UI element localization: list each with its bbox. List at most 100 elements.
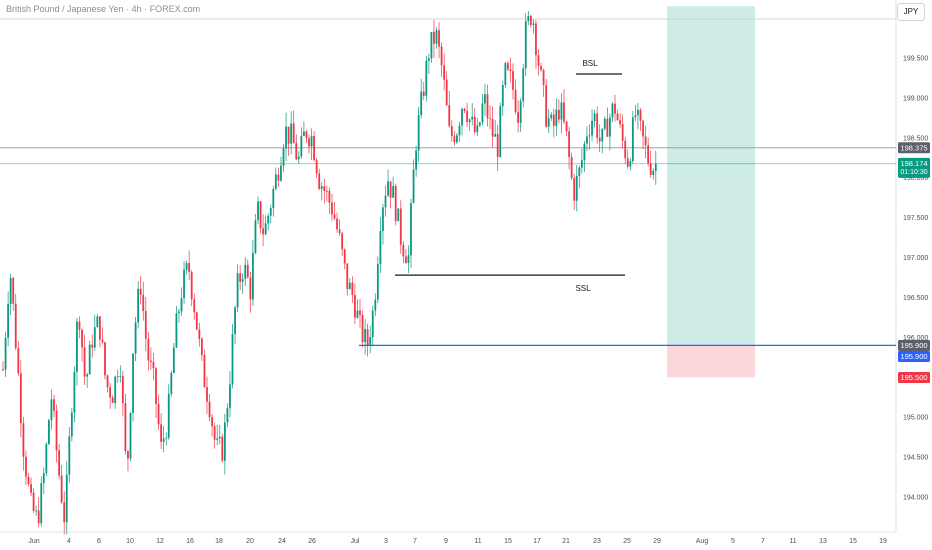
chart-title: British Pound / Japanese Yen · 4h · FORE… <box>6 4 201 14</box>
candle <box>96 316 99 328</box>
time-tick-label: 16 <box>186 538 194 545</box>
candle <box>356 310 359 318</box>
candle <box>573 177 576 201</box>
candle <box>246 264 249 278</box>
candle <box>203 355 206 388</box>
candle <box>366 329 369 346</box>
candle <box>280 165 282 181</box>
candle <box>354 294 356 318</box>
candle <box>155 368 157 404</box>
candle <box>389 181 392 198</box>
candle <box>45 444 48 474</box>
candle <box>535 23 537 56</box>
candle <box>496 134 499 157</box>
candle <box>116 376 119 378</box>
candle <box>104 342 106 376</box>
candle <box>300 135 303 157</box>
candle <box>216 438 219 440</box>
candle <box>320 186 323 189</box>
candle <box>369 337 372 346</box>
candle <box>297 156 300 160</box>
time-tick-label: 6 <box>97 538 101 545</box>
time-tick-label: 7 <box>413 538 417 545</box>
candle <box>501 85 504 107</box>
candle <box>7 304 9 338</box>
price-label-current-countdown: 01:10:30 <box>900 169 927 176</box>
candle <box>364 329 366 343</box>
ssl-label: SSL <box>575 284 591 293</box>
price-label-stop: 195.500 <box>900 373 927 382</box>
candle <box>175 313 178 348</box>
candle <box>160 424 162 442</box>
candle <box>285 126 287 149</box>
candle <box>206 387 208 402</box>
candle <box>486 94 489 119</box>
candle <box>402 244 405 257</box>
candle <box>343 249 346 264</box>
time-tick-label: 29 <box>653 538 661 545</box>
candle <box>519 101 522 123</box>
candle <box>550 114 553 119</box>
candle <box>147 338 150 361</box>
candle <box>2 369 4 371</box>
price-tick-label: 194.000 <box>903 495 928 502</box>
candle <box>229 384 231 409</box>
candle <box>313 136 315 161</box>
candle <box>27 476 30 485</box>
candle <box>42 473 45 484</box>
time-tick-label: 26 <box>308 538 316 545</box>
candle <box>405 256 407 264</box>
candle <box>272 189 275 209</box>
candle <box>162 438 165 442</box>
candle <box>239 273 242 282</box>
candle <box>361 314 364 343</box>
candle <box>509 69 512 72</box>
price-tick-label: 197.500 <box>903 215 928 222</box>
candle <box>93 327 96 348</box>
candle <box>606 118 609 137</box>
candle <box>244 264 247 279</box>
candle <box>586 136 588 144</box>
candle <box>514 89 517 113</box>
candle <box>473 116 476 133</box>
candle <box>223 422 226 461</box>
candle <box>621 124 624 141</box>
candle <box>634 115 637 118</box>
candle <box>507 63 509 70</box>
candle <box>170 372 173 394</box>
price-tick-label: 196.000 <box>903 335 928 342</box>
candle <box>318 173 321 189</box>
candle <box>489 118 491 119</box>
candle <box>346 263 349 290</box>
time-tick-label: Aug <box>696 538 709 545</box>
candle <box>249 277 252 300</box>
candle <box>527 16 530 22</box>
candle <box>575 175 578 201</box>
price-tick-label: 197.000 <box>903 255 928 262</box>
candle <box>427 58 430 61</box>
candle <box>351 282 354 295</box>
candle <box>463 108 466 111</box>
candle <box>269 208 272 216</box>
candle <box>471 116 474 120</box>
candle <box>384 195 387 208</box>
candle <box>558 109 560 120</box>
stop-loss-zone[interactable] <box>667 345 755 378</box>
candle <box>323 186 326 191</box>
candle <box>58 450 60 476</box>
candle <box>91 344 94 348</box>
candle <box>101 339 104 343</box>
candle <box>290 123 293 144</box>
time-tick-label: 15 <box>504 538 512 545</box>
candle <box>65 474 68 523</box>
candle <box>144 310 147 339</box>
candle <box>254 220 257 254</box>
time-tick-label: 4 <box>67 538 71 545</box>
time-tick-label: 7 <box>761 538 765 545</box>
candle <box>303 131 305 136</box>
candle <box>292 123 295 144</box>
candle <box>305 131 308 139</box>
currency-badge[interactable]: JPY <box>897 3 925 21</box>
profit-zone[interactable] <box>667 6 755 346</box>
